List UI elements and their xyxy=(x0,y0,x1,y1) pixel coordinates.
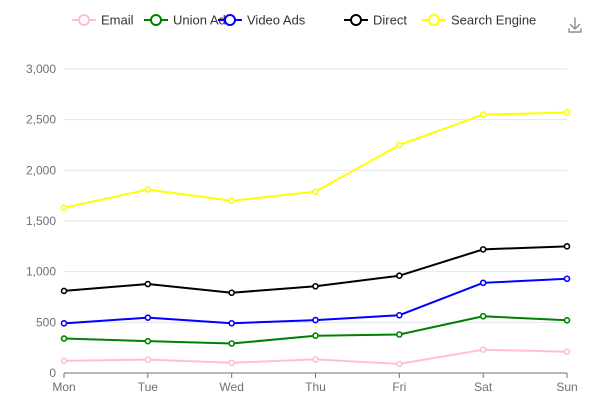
legend-label: Direct xyxy=(373,13,407,28)
series-search-engine xyxy=(60,109,571,212)
x-tick-label: Wed xyxy=(219,380,243,394)
data-point-union-ads[interactable] xyxy=(228,340,235,347)
data-point-email[interactable] xyxy=(396,360,403,368)
legend-item-direct[interactable]: Direct xyxy=(344,13,407,28)
legend-marker xyxy=(78,14,90,26)
grid-lines xyxy=(64,68,567,323)
legend-marker xyxy=(428,14,440,26)
series-union-ads xyxy=(60,312,571,347)
data-point-email[interactable] xyxy=(563,348,571,356)
data-point-direct[interactable] xyxy=(144,280,152,288)
x-tick-label: Mon xyxy=(52,380,75,394)
data-point-search-engine[interactable] xyxy=(144,186,152,193)
data-point-video-ads[interactable] xyxy=(479,279,487,287)
data-point-search-engine[interactable] xyxy=(563,109,571,116)
legend-label: Video Ads xyxy=(247,13,306,28)
data-point-direct[interactable] xyxy=(563,243,571,250)
data-point-union-ads[interactable] xyxy=(396,331,403,338)
y-tick-label: 1,500 xyxy=(26,214,56,228)
data-point-union-ads[interactable] xyxy=(312,332,319,340)
data-point-video-ads[interactable] xyxy=(144,314,152,321)
legend-label: Union Ads xyxy=(173,13,233,28)
x-axis: Mon Tue Wed Thu Fri Sat Sun xyxy=(52,372,578,394)
data-point-email[interactable] xyxy=(60,357,68,365)
y-tick-label: 2,500 xyxy=(26,113,56,127)
legend-item-search-engine[interactable]: Search Engine xyxy=(422,13,536,28)
legend-item-email[interactable]: Email xyxy=(72,13,134,28)
legend-label: Search Engine xyxy=(451,13,536,28)
data-point-direct[interactable] xyxy=(396,272,403,280)
data-point-search-engine[interactable] xyxy=(396,141,403,149)
data-point-search-engine[interactable] xyxy=(60,204,68,212)
series-video-ads xyxy=(60,275,571,327)
y-tick-label: 3,000 xyxy=(26,62,56,76)
y-tick-label: 500 xyxy=(36,315,56,329)
data-point-direct[interactable] xyxy=(479,246,487,253)
legend-item-video-ads[interactable]: Video Ads xyxy=(218,13,306,28)
data-point-video-ads[interactable] xyxy=(312,316,319,324)
data-point-video-ads[interactable] xyxy=(228,319,235,327)
data-point-video-ads[interactable] xyxy=(396,311,403,319)
data-point-direct[interactable] xyxy=(60,287,68,295)
series-email xyxy=(60,346,571,368)
data-point-union-ads[interactable] xyxy=(479,312,487,320)
data-point-search-engine[interactable] xyxy=(479,111,487,118)
x-tick-label: Fri xyxy=(392,380,406,394)
y-tick-label: 2,000 xyxy=(26,163,56,177)
data-point-direct[interactable] xyxy=(228,289,235,297)
data-point-email[interactable] xyxy=(228,359,235,367)
x-tick-label: Sat xyxy=(474,380,493,394)
data-point-email[interactable] xyxy=(144,356,152,363)
legend-marker xyxy=(150,14,162,26)
data-point-search-engine[interactable] xyxy=(312,188,319,195)
data-point-direct[interactable] xyxy=(312,282,319,290)
series-group xyxy=(60,109,571,368)
legend-marker xyxy=(350,14,362,26)
y-axis: 0 500 1,000 1,500 2,000 2,500 3,000 xyxy=(26,62,56,380)
x-tick-label: Tue xyxy=(138,380,159,394)
data-point-union-ads[interactable] xyxy=(563,317,571,324)
data-point-search-engine[interactable] xyxy=(228,197,235,205)
data-point-union-ads[interactable] xyxy=(144,337,152,345)
data-point-email[interactable] xyxy=(312,356,319,363)
data-point-email[interactable] xyxy=(479,346,487,353)
legend-item-union-ads[interactable]: Union Ads xyxy=(144,13,233,28)
legend-label: Email xyxy=(101,13,134,28)
legend[interactable]: Email Union Ads Video Ads Direct Search Engi… xyxy=(72,13,536,28)
data-point-union-ads[interactable] xyxy=(60,335,68,342)
series-direct xyxy=(60,243,571,297)
x-tick-label: Thu xyxy=(305,380,326,394)
legend-marker xyxy=(224,14,236,26)
y-tick-label: 0 xyxy=(49,366,56,380)
y-tick-label: 1,000 xyxy=(26,265,56,279)
x-tick-label: Sun xyxy=(556,380,577,394)
data-point-video-ads[interactable] xyxy=(60,320,68,327)
data-point-video-ads[interactable] xyxy=(563,275,571,283)
download-icon[interactable] xyxy=(568,17,582,33)
